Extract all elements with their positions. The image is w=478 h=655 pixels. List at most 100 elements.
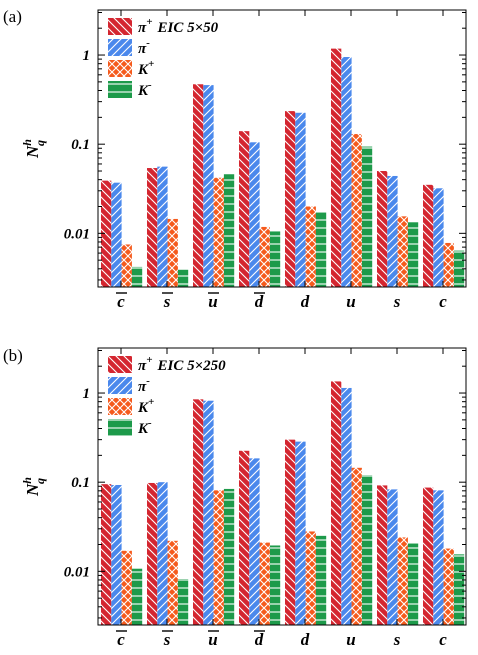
bar-K--u xyxy=(361,146,373,287)
bar-K+-c xyxy=(121,550,132,625)
y-axis-label-sup: h xyxy=(20,139,34,146)
bar-π--u xyxy=(203,85,214,287)
bar-π--u xyxy=(341,387,352,625)
bar-π+-s xyxy=(377,171,388,287)
y-tick-label: 0.01 xyxy=(64,226,90,242)
bar-π+-c xyxy=(101,180,112,287)
y-ticks xyxy=(98,11,466,281)
y-axis-label-sup: h xyxy=(20,477,34,484)
bar-K--d xyxy=(315,535,327,625)
legend-swatch xyxy=(108,39,132,56)
bar-π+-s xyxy=(147,482,158,625)
x-tick-label: c xyxy=(117,292,125,311)
bar-K+-s xyxy=(397,216,408,287)
bar-K--d xyxy=(315,211,327,287)
legend-swatch xyxy=(108,60,132,77)
bar-K+-c xyxy=(443,548,454,625)
bars xyxy=(101,381,465,625)
bar-π+-d xyxy=(239,131,250,287)
legend-label: π- xyxy=(138,37,150,57)
bar-π+-u xyxy=(193,399,204,625)
bar-π--u xyxy=(341,57,352,288)
bar-K+-d xyxy=(259,542,270,625)
bar-K--d xyxy=(269,231,281,287)
bar-K+-c xyxy=(443,242,454,287)
legend-swatch xyxy=(108,18,132,35)
x-tick-label: d xyxy=(255,292,264,311)
bar-π+-d xyxy=(285,111,296,287)
panel-label: (b) xyxy=(3,346,23,365)
legend-label-sup: + xyxy=(146,354,152,366)
y-tick-label: 1 xyxy=(83,386,91,402)
bar-π--s xyxy=(387,489,398,625)
y-axis-label: Nhq xyxy=(20,139,47,159)
x-tick-label: u xyxy=(346,630,355,649)
bar-π+-c xyxy=(423,184,434,287)
bar-π+-d xyxy=(239,450,250,625)
bar-K--u xyxy=(361,475,373,625)
legend-label: π- xyxy=(138,375,150,395)
bar-K+-d xyxy=(305,206,316,287)
bar-K--c xyxy=(131,266,143,287)
y-tick-label: 1 xyxy=(83,48,91,64)
bar-π--u xyxy=(203,400,214,625)
bar-π--d xyxy=(295,441,306,625)
x-tick-label: d xyxy=(301,630,310,649)
x-tick-label: c xyxy=(439,292,447,311)
x-tick-label: d xyxy=(255,630,264,649)
bar-K--s xyxy=(177,269,189,287)
y-ticks xyxy=(98,349,466,619)
bar-K--u xyxy=(223,488,235,625)
legend-swatch xyxy=(108,81,132,98)
x-tick-label: u xyxy=(208,292,217,311)
bar-K--s xyxy=(177,579,189,625)
bar-K--u xyxy=(223,174,235,287)
x-tick-label: s xyxy=(393,292,401,311)
legend-label: K- xyxy=(137,417,152,437)
bar-π--s xyxy=(157,482,168,625)
bar-π--s xyxy=(157,166,168,287)
bar-K+-u xyxy=(351,467,362,625)
legend-label-sup: - xyxy=(148,417,152,429)
panel-label: (a) xyxy=(3,7,22,26)
legend-title: EIC 5×50 xyxy=(156,20,218,36)
bar-K--d xyxy=(269,545,281,625)
bar-K--s xyxy=(407,222,419,287)
x-tick-label: s xyxy=(393,630,401,649)
x-tick-label: c xyxy=(117,630,125,649)
bar-K--c xyxy=(131,568,143,625)
x-tick-label: d xyxy=(301,292,310,311)
legend: π+ EIC 5×50π-K+K- xyxy=(108,16,219,99)
legend-label-sup: + xyxy=(146,16,152,28)
bar-π--c xyxy=(433,188,444,287)
legend-swatch xyxy=(108,419,132,436)
x-tick-label: s xyxy=(163,292,171,311)
legend-label-sup: - xyxy=(148,79,152,91)
bar-π--d xyxy=(249,142,260,287)
x-tick-label: s xyxy=(163,630,171,649)
bar-K+-d xyxy=(259,226,270,287)
bar-K--c xyxy=(453,554,465,625)
x-tick-label: u xyxy=(346,292,355,311)
bar-π--d xyxy=(295,112,306,287)
bar-K+-c xyxy=(121,244,132,287)
bar-π--d xyxy=(249,458,260,625)
legend-label-sup: + xyxy=(148,396,154,408)
x-tick-label: c xyxy=(439,630,447,649)
legend-label: π+ EIC 5×50 xyxy=(138,16,219,36)
legend-label: K+ xyxy=(137,396,154,416)
bar-K--c xyxy=(453,250,465,287)
bar-K--s xyxy=(407,543,419,625)
bar-π+-c xyxy=(101,484,112,625)
legend-swatch xyxy=(108,377,132,394)
bars xyxy=(101,48,465,288)
bar-π+-u xyxy=(331,381,342,625)
bar-K+-s xyxy=(397,537,408,625)
y-axis-label: Nhq xyxy=(20,477,47,497)
y-tick-label: 0.01 xyxy=(64,564,90,580)
bar-π--c xyxy=(111,484,122,625)
legend-label: π+ EIC 5×250 xyxy=(138,354,226,374)
legend-swatch xyxy=(108,398,132,415)
